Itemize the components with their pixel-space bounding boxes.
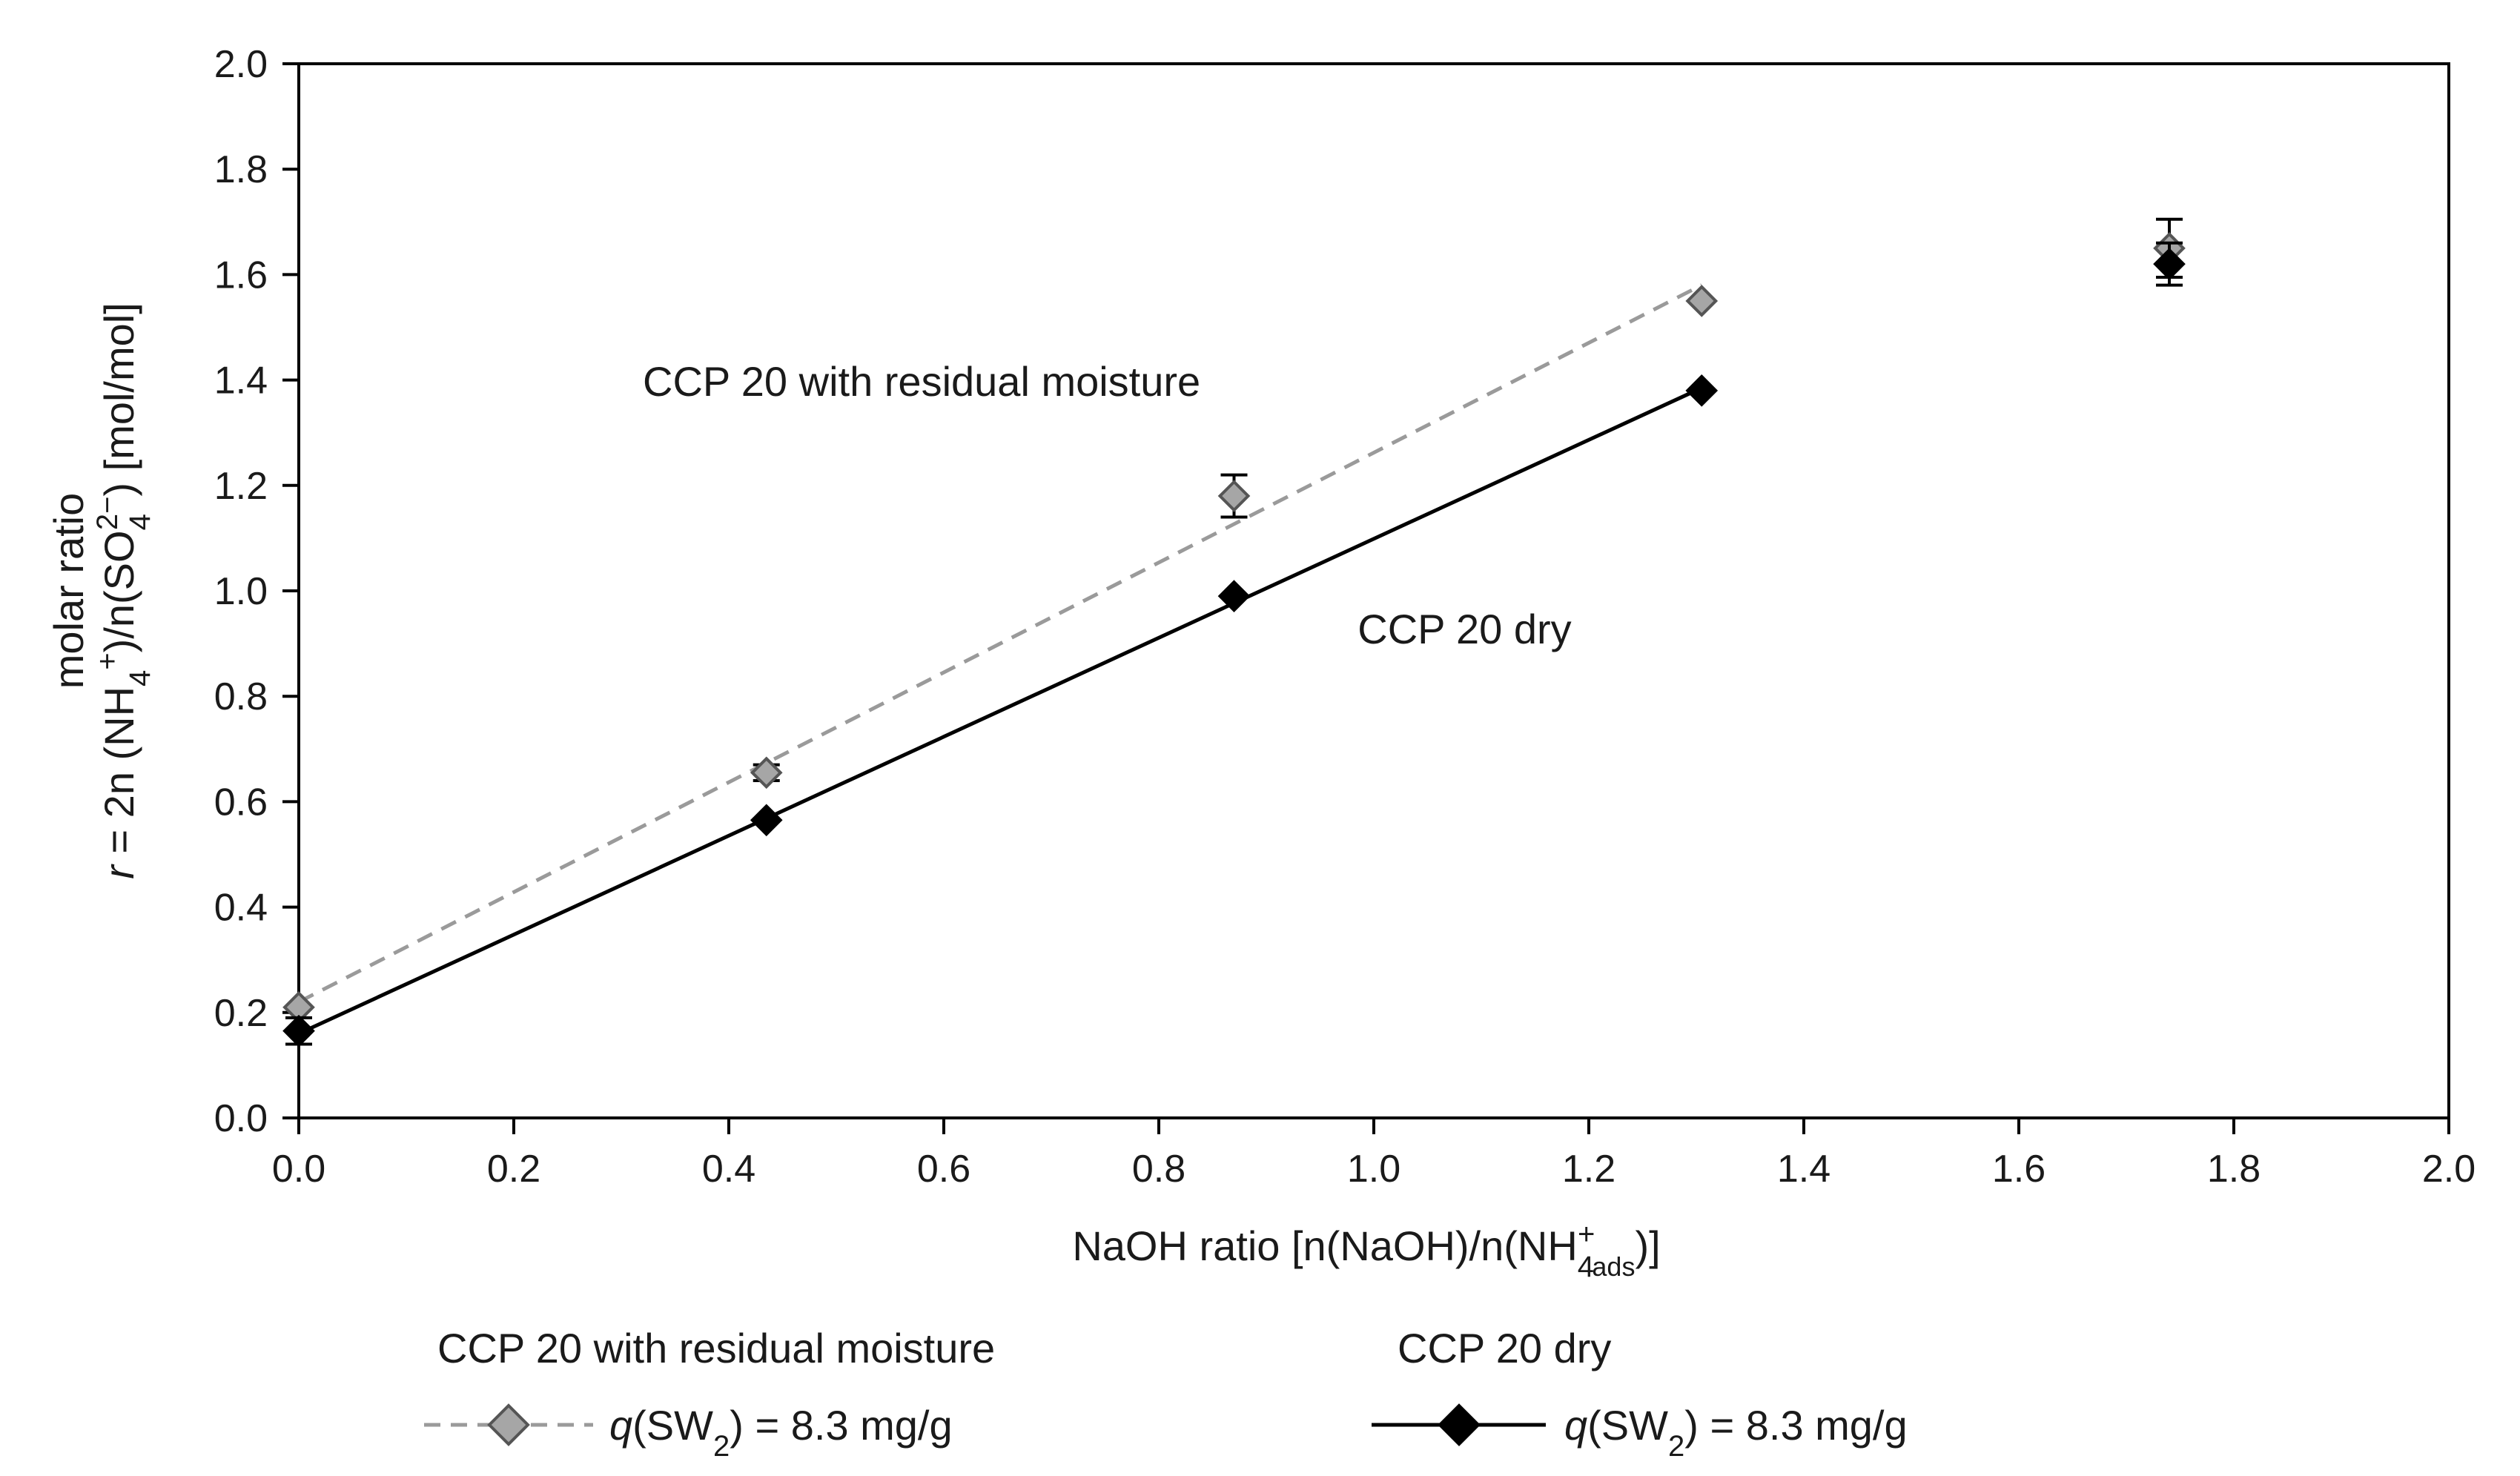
y-tick-label: 1.4 bbox=[214, 360, 268, 403]
legend-marker-residual-moisture bbox=[487, 1403, 530, 1446]
x-tick-label: 1.4 bbox=[1777, 1148, 1831, 1191]
ticks: 0.0 0.2 0.4 0.6 0.8 1.0 1.2 1.4 1.6 1.8 2.0 0.0 0.2 0… bbox=[214, 43, 2476, 1191]
data-points bbox=[282, 217, 2186, 1048]
y-tick-label: 1.8 bbox=[214, 148, 268, 191]
x-tick-label: 1.8 bbox=[2207, 1148, 2261, 1191]
data-point-dry bbox=[1685, 374, 1719, 407]
y-tick-label: 0.2 bbox=[214, 992, 268, 1035]
data-point-dry bbox=[2153, 248, 2186, 281]
y-tick-label: 0.4 bbox=[214, 887, 268, 930]
x-tick-label: 1.0 bbox=[1347, 1148, 1400, 1191]
y-tick-label: 2.0 bbox=[214, 43, 268, 86]
legend-header-dry: CCP 20 dry bbox=[1398, 1325, 1611, 1371]
y-tick-label: 0.8 bbox=[214, 675, 268, 718]
legend-label-dry: q(SW2) = 8.3 mg/g bbox=[1564, 1402, 1908, 1463]
legend: CCP 20 with residual moisture CCP 20 dry… bbox=[424, 1325, 1908, 1463]
legend-header-residual-moisture: CCP 20 with residual moisture bbox=[437, 1325, 995, 1371]
x-tick-label: 0.8 bbox=[1132, 1148, 1185, 1191]
x-tick-label: 0.4 bbox=[702, 1148, 755, 1191]
legend-marker-dry bbox=[1438, 1403, 1481, 1446]
x-tick-label: 0.6 bbox=[917, 1148, 970, 1191]
x-tick-label: 0.0 bbox=[272, 1148, 325, 1191]
y-tick-label: 1.2 bbox=[214, 465, 268, 508]
data-point-residual-moisture bbox=[1685, 285, 1719, 317]
fit-lines bbox=[297, 283, 1703, 1036]
x-tick-label: 1.2 bbox=[1562, 1148, 1615, 1191]
plot-area bbox=[297, 62, 2450, 1119]
fit-line-residual-moisture bbox=[297, 283, 1703, 1004]
x-tick-label: 2.0 bbox=[2422, 1148, 2476, 1191]
y-tick-label: 0.0 bbox=[214, 1097, 268, 1140]
y-axis-title-line1: molar ratio bbox=[45, 493, 92, 689]
annotation-residual-moisture: CCP 20 with residual moisture bbox=[643, 358, 1200, 405]
data-point-dry bbox=[1217, 580, 1251, 612]
y-axis-title: molar ratio r = 2n (NH4+)/n(SO42−) [mol/… bbox=[45, 302, 156, 879]
legend-label-residual-moisture: q(SW2) = 8.3 mg/g bbox=[609, 1402, 953, 1463]
x-axis-title: NaOH ratio [n(NaOH)/n(NH4+ ads)] bbox=[1072, 1218, 1660, 1283]
data-point-residual-moisture bbox=[1217, 480, 1251, 512]
y-tick-label: 0.6 bbox=[214, 781, 268, 824]
y-tick-label: 1.6 bbox=[214, 254, 268, 297]
y-tick-label: 1.0 bbox=[214, 570, 268, 613]
data-point-dry bbox=[282, 1014, 315, 1048]
annotation-dry: CCP 20 dry bbox=[1357, 606, 1571, 652]
data-point-residual-moisture bbox=[750, 756, 783, 790]
fit-line-dry bbox=[297, 385, 1703, 1036]
x-tick-label: 1.6 bbox=[1992, 1148, 2046, 1191]
data-point-dry bbox=[750, 804, 783, 837]
y-axis-title-line2: r = 2n (NH4+)/n(SO42−) [mol/mol] bbox=[91, 302, 156, 879]
x-tick-label: 0.2 bbox=[487, 1148, 540, 1191]
